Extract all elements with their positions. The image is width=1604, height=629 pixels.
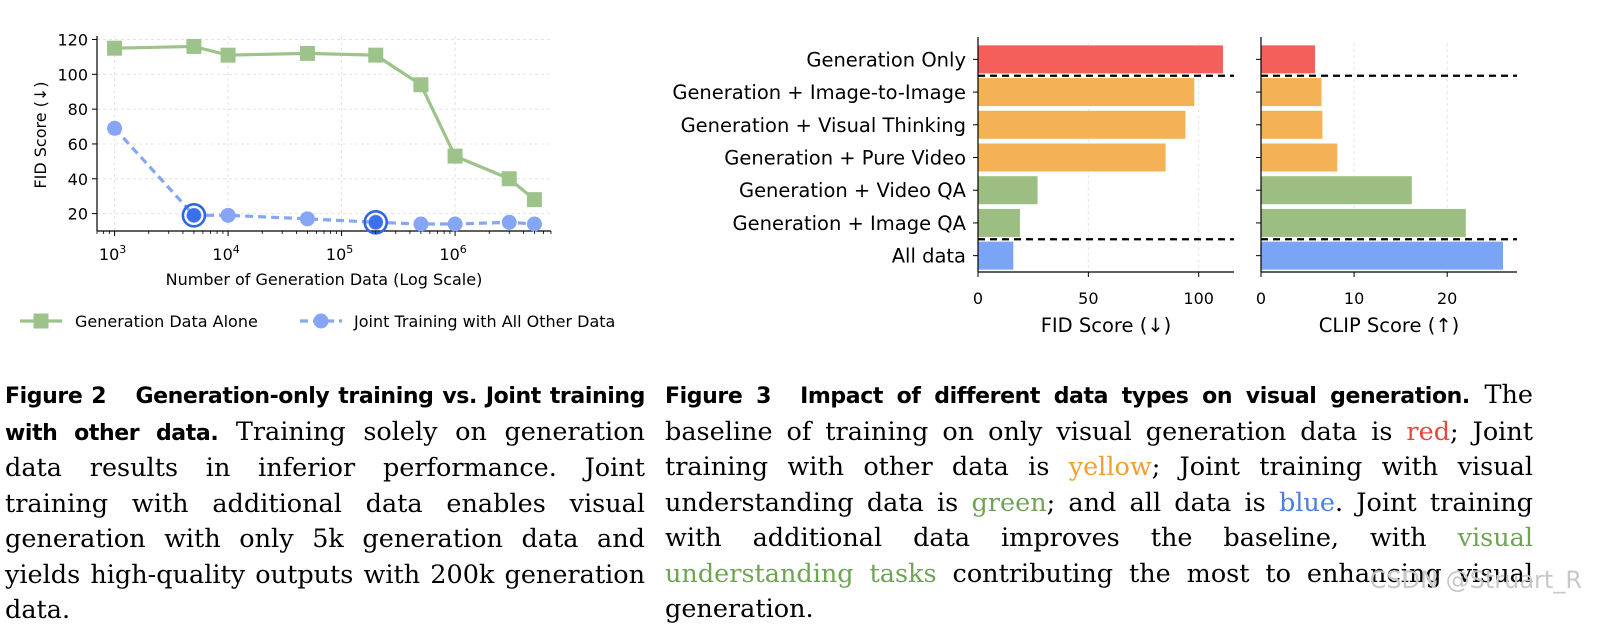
fig2-xlabel: Number of Generation Data (Log Scale) — [166, 270, 483, 289]
fig2-grid — [97, 36, 551, 231]
fig3-x-tick-label: 0 — [973, 289, 983, 308]
fig2-y-tick-label: 120 — [57, 30, 88, 49]
fig3-category-label: Generation Only — [806, 48, 966, 71]
fig3-x-tick-label: 10 — [1344, 289, 1364, 308]
fig3-category-label: Generation + Video QA — [739, 179, 967, 202]
fig3-category-label: Generation + Image QA — [733, 212, 967, 235]
fig3-bar — [1261, 45, 1315, 74]
fig2-point-square — [220, 47, 236, 63]
fig3-caption-text-5: . Joint training with additional data im… — [665, 487, 1533, 554]
fig3-bar — [978, 78, 1195, 107]
fig3-category-labels: Generation Only Generation + Image-to-Ima… — [672, 48, 966, 267]
fig3-x-tick-label: 20 — [1437, 289, 1457, 308]
fig2-point-circle — [447, 216, 463, 232]
fig3-category-label: All data — [892, 245, 966, 268]
fig3-caption-red: red — [1406, 416, 1451, 447]
fig3-caption-green: green — [971, 487, 1047, 518]
fig3-x-tick-label: 50 — [1078, 289, 1098, 308]
fig3-xlabel: CLIP Score (↑) — [1319, 314, 1460, 337]
fig3-caption-title: Impact of different data types on visual… — [800, 384, 1470, 409]
fig2-point-square — [413, 77, 429, 93]
fig2-highlight-point — [186, 208, 201, 223]
fig3-category-label: Generation + Visual Thinking — [681, 114, 966, 137]
fig3-category-label: Generation + Image-to-Image — [672, 81, 966, 104]
fig2-legend-label: Generation Data Alone — [75, 312, 258, 331]
fig3-x-tick-label: 0 — [1256, 289, 1266, 308]
fig3-x-tick-label: 100 — [1183, 289, 1214, 308]
fig2-highlight-ring — [181, 203, 207, 228]
fig2-point-square — [107, 40, 123, 56]
fig2-point-circle — [501, 214, 517, 230]
fig2-series-line-1 — [113, 127, 535, 226]
fig3-bar — [1261, 241, 1504, 270]
fig2-x-tick-label: 105 — [326, 243, 353, 264]
fig3-bar — [978, 110, 1186, 139]
fig2-y-tick-label: 60 — [68, 135, 88, 154]
fig2-ticks: 20 40 60 80 100 120 103 104 105 106 — [57, 30, 552, 264]
fig2-axes — [96, 36, 551, 232]
fig3-caption-text-6: contributing the most to enhancing visua… — [665, 558, 1533, 625]
fig3-panel-clip: 0 10 20 CLIP Score (↑) — [1256, 37, 1517, 337]
fig2-caption-title: Generation-only training vs. Joint train… — [5, 384, 645, 446]
fig2-point-square — [501, 171, 517, 187]
fig2-x-tick-label: 106 — [439, 243, 466, 264]
fig2-point-square — [186, 38, 202, 54]
fig2-point-circle — [107, 120, 123, 136]
fig2-series — [107, 38, 542, 235]
fig2-y-tick-label: 40 — [68, 170, 88, 189]
fig2-y-tick-label: 100 — [57, 65, 88, 84]
fig3-bar — [1261, 110, 1323, 139]
fig2-caption: Figure 2 Generation-only training vs. Jo… — [5, 378, 645, 629]
fig3-caption: Figure 3 Impact of different data types … — [665, 378, 1533, 628]
fig3-bar — [978, 45, 1223, 74]
fig2-point-circle — [413, 216, 429, 232]
fig2-legend-label: Joint Training with All Other Data — [353, 312, 615, 331]
fig3-caption-text-2: ; Joint training with other data is — [665, 416, 1533, 483]
fig3-caption-blue: blue — [1278, 487, 1335, 518]
fig2-caption-label: Figure 2 — [5, 384, 107, 409]
fig3-bar — [978, 208, 1020, 237]
fig2-point-circle — [526, 216, 542, 232]
fig3-bar — [1261, 176, 1412, 205]
fig2-point-square — [368, 47, 384, 63]
fig2-legend-marker — [33, 313, 49, 329]
fig2-caption-text: Training solely on generation data resul… — [5, 416, 645, 626]
fig3-bar — [978, 241, 1014, 270]
fig2-line-chart: 20 40 60 80 100 120 103 104 105 106 Number of Gen… — [20, 30, 615, 331]
fig2-x-tick-label: 104 — [212, 243, 239, 264]
watermark: CSDN @Struart_R — [1369, 566, 1582, 594]
fig3-bar — [1261, 78, 1322, 107]
fig3-bar-chart: Generation Only Generation + Image-to-Ima… — [672, 37, 1517, 337]
fig2-legend: Generation Data Alone Joint Training with… — [20, 312, 615, 331]
fig3-bar — [978, 143, 1166, 172]
fig2-point-square — [299, 45, 315, 61]
fig2-ylabel: FID Score (↓) — [31, 81, 50, 188]
fig3-caption-yellow: yellow — [1068, 452, 1152, 482]
fig3-xlabel: FID Score (↓) — [1041, 314, 1172, 337]
fig2-point-circle — [299, 211, 315, 227]
fig3-caption-text-3: ; Joint training with visual understandi… — [665, 452, 1533, 518]
fig2-series-line-0 — [114, 44, 536, 201]
fig2-highlight-point — [368, 215, 383, 230]
fig2-legend-marker — [313, 313, 329, 329]
fig2-x-tick-label: 103 — [99, 243, 126, 264]
fig2-point-square — [526, 192, 542, 208]
fig3-category-label: Generation + Pure Video — [724, 147, 966, 170]
fig3-bar — [1261, 208, 1466, 237]
fig2-point-circle — [220, 207, 236, 223]
fig3-caption-label: Figure 3 — [665, 384, 771, 409]
fig2-y-tick-label: 80 — [68, 100, 88, 119]
fig3-caption-text-1: The baseline of training on only visual … — [665, 380, 1533, 447]
fig2-y-tick-label: 20 — [68, 205, 88, 224]
fig3-bar — [1261, 143, 1338, 172]
fig3-bar — [978, 176, 1038, 205]
fig3-panel-fid: 0 50 100 FID Score (↓) — [973, 37, 1234, 337]
fig3-caption-visual-understanding-tasks: visual understanding tasks — [665, 523, 1533, 589]
fig3-caption-text-4: ; and all data is — [1046, 487, 1266, 518]
fig2-point-square — [447, 148, 463, 164]
